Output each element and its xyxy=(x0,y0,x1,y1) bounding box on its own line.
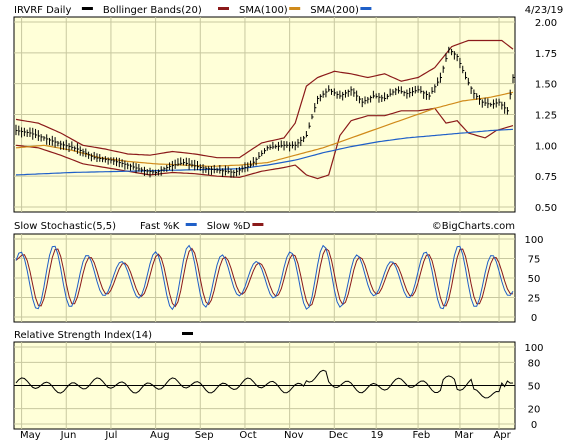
chart-date-label: 4/23/19 xyxy=(525,5,564,16)
legend-label-bollinger-bands-20-: Bollinger Bands(20) xyxy=(103,5,202,16)
rsi-title: Relative Strength Index(14) xyxy=(14,330,152,341)
series-line-bollinger-upper xyxy=(15,39,514,159)
series-line-rsi xyxy=(15,369,514,399)
series-line-sma-200- xyxy=(15,128,514,176)
stochastic-legend-swatch-0 xyxy=(185,223,197,226)
series-line-slow-d xyxy=(15,247,514,308)
legend-swatch-2 xyxy=(289,7,301,10)
stochastic-legend-label-1: Slow %D xyxy=(207,221,251,232)
stochastic-y-tick-label: 75 xyxy=(528,255,541,266)
rsi-y-tick-label: 100 xyxy=(524,343,543,354)
x-tick-label-apr: Apr xyxy=(493,430,511,441)
rsi-y-tick-label: 20 xyxy=(528,405,541,416)
legend-label-irvrf-daily: IRVRF Daily xyxy=(14,5,71,16)
stochastic-legend-label-0: Fast %K xyxy=(140,221,180,232)
x-tick-label-dec: Dec xyxy=(329,430,348,441)
stochastic-y-tick-label: 50 xyxy=(528,274,541,285)
legend-swatch-0 xyxy=(81,7,93,10)
x-tick-label-sep: Sep xyxy=(195,430,214,441)
legend-swatch-3 xyxy=(360,7,372,10)
x-tick-label-feb: Feb xyxy=(412,430,430,441)
stochastic-y-tick-label: 25 xyxy=(528,294,541,305)
legend-label-sma-200-: SMA(200) xyxy=(310,5,359,16)
x-tick-label-nov: Nov xyxy=(284,430,304,441)
rsi-legend-swatch xyxy=(182,332,193,335)
rsi-y-tick-label: 80 xyxy=(528,358,541,369)
price-y-tick-label: 1.25 xyxy=(535,111,557,122)
price-y-tick-label: 2.00 xyxy=(535,18,557,29)
price-y-tick-label: 1.50 xyxy=(535,80,557,91)
stochastic-legend-swatch-1 xyxy=(252,223,264,226)
rsi-y-tick-label: 50 xyxy=(528,382,541,393)
stochastic-title: Slow Stochastic(5,5) xyxy=(14,221,116,232)
price-y-tick-label: 0.50 xyxy=(535,203,557,214)
watermark: ©BigCharts.com xyxy=(432,221,515,232)
price-y-tick-label: 1.75 xyxy=(535,49,557,60)
x-tick-label-mar: Mar xyxy=(454,430,474,441)
rsi-y-tick-label: 0 xyxy=(531,420,537,431)
price-y-tick-label: 1.00 xyxy=(535,141,557,152)
x-tick-label-aug: Aug xyxy=(150,430,170,441)
series-line-fast-k xyxy=(15,244,514,311)
series-line-sma-100- xyxy=(15,91,514,167)
stochastic-y-tick-label: 100 xyxy=(524,235,543,246)
x-tick-label-19: 19 xyxy=(371,430,384,441)
series-line-bollinger-lower xyxy=(15,107,514,180)
x-tick-label-jul: Jul xyxy=(104,430,117,441)
x-tick-label-may: May xyxy=(20,430,41,441)
x-tick-label-jun: Jun xyxy=(60,430,77,441)
legend-swatch-1 xyxy=(218,7,229,10)
price-y-tick-label: 0.75 xyxy=(535,172,557,183)
legend-label-sma-100-: SMA(100) xyxy=(239,5,288,16)
x-tick-label-oct: Oct xyxy=(239,430,256,441)
stochastic-y-tick-label: 0 xyxy=(531,313,537,324)
